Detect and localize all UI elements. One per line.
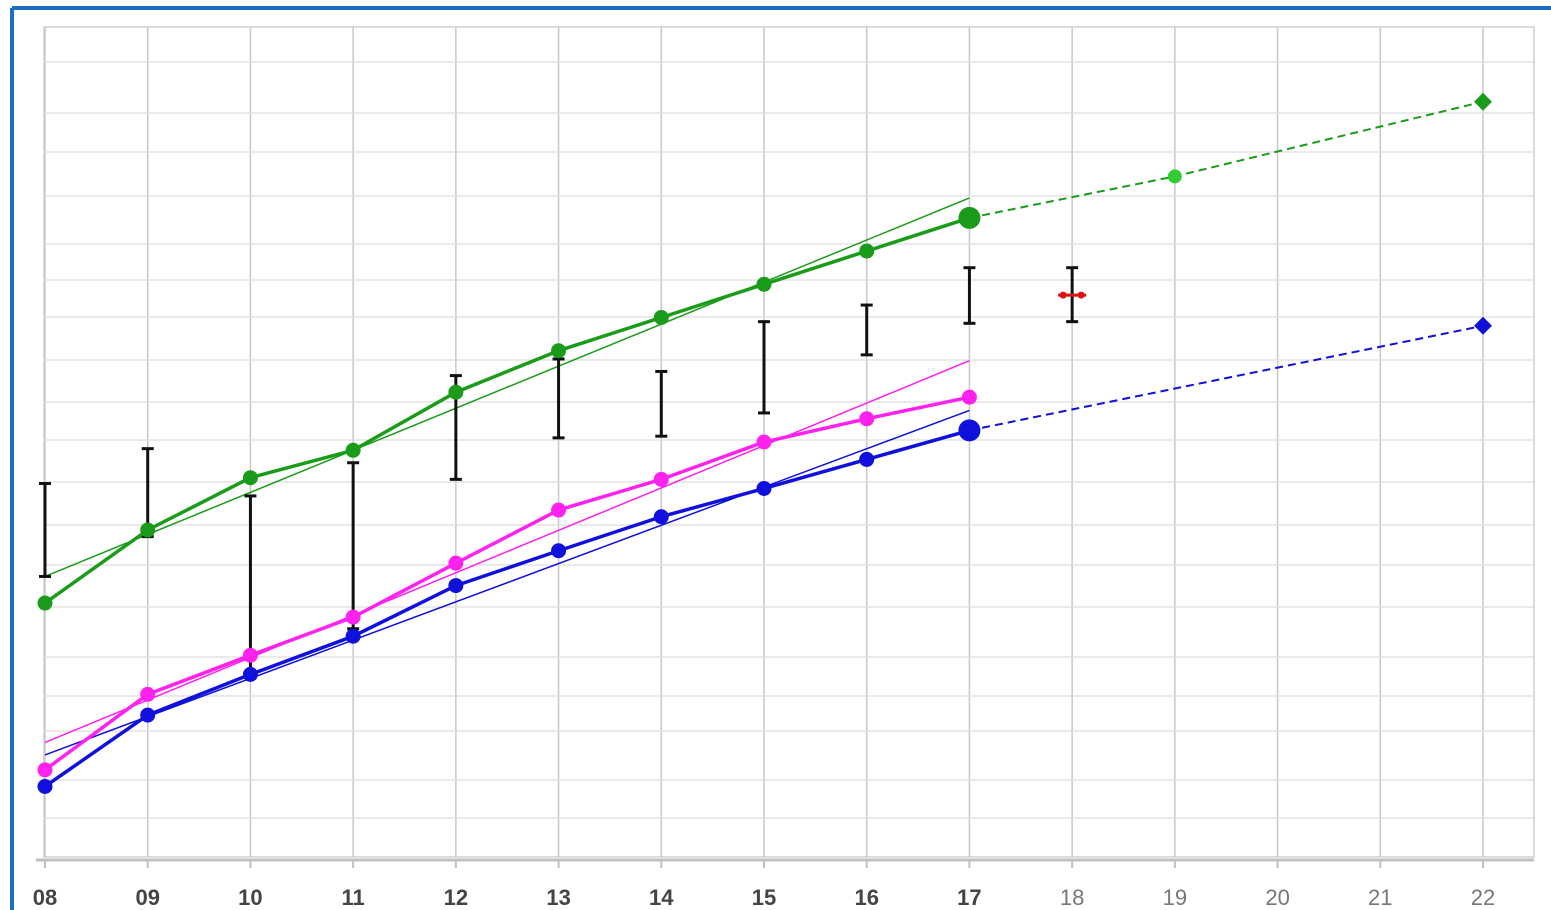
error-bar bbox=[552, 357, 565, 440]
x-tick-label: 09 bbox=[135, 885, 159, 910]
data-point-green bbox=[653, 310, 669, 325]
data-point-blue bbox=[37, 778, 53, 794]
data-point-green bbox=[345, 442, 361, 458]
projection-point bbox=[1167, 169, 1182, 184]
data-point-blue bbox=[958, 419, 981, 442]
trendlines bbox=[44, 197, 970, 756]
projection-line-blue bbox=[969, 324, 1484, 432]
data-point-magenta bbox=[859, 411, 875, 427]
data-point-blue bbox=[242, 666, 258, 682]
data-point-green bbox=[140, 522, 156, 538]
trendline-magenta bbox=[44, 359, 970, 744]
trendline-green bbox=[44, 197, 970, 578]
plot-area bbox=[43, 26, 1535, 858]
data-point-blue bbox=[448, 578, 464, 594]
data-point-green bbox=[551, 343, 567, 359]
x-tick-label: 08 bbox=[33, 885, 57, 910]
trendline-blue bbox=[44, 409, 970, 756]
data-point-green bbox=[37, 595, 53, 611]
series-line-blue bbox=[44, 428, 970, 788]
x-tick-label: 12 bbox=[444, 885, 468, 910]
data-point-blue bbox=[653, 509, 669, 525]
error-bar bbox=[655, 369, 668, 438]
series-line-magenta bbox=[43, 395, 970, 772]
x-tick-label: 14 bbox=[649, 885, 674, 910]
data-point-magenta bbox=[653, 471, 669, 487]
data-point-magenta bbox=[961, 389, 977, 405]
data-point-magenta bbox=[756, 434, 772, 450]
data-point-green bbox=[242, 470, 258, 486]
x-tick-label: 19 bbox=[1163, 885, 1187, 910]
x-tick-label: 16 bbox=[854, 885, 878, 910]
data-point-green bbox=[448, 384, 464, 400]
data-point-green bbox=[958, 206, 981, 229]
x-tick-labels: 08 09 10 11 12 13 14 15 16 17 18 19 20 21 22 bbox=[33, 885, 1495, 910]
data-point-magenta bbox=[345, 609, 361, 625]
data-point-blue bbox=[140, 707, 156, 723]
data-markers bbox=[37, 92, 1492, 794]
x-tick-label: 15 bbox=[752, 885, 776, 910]
x-tick-label: 20 bbox=[1265, 885, 1289, 910]
x-tick-label: 13 bbox=[546, 885, 570, 910]
red-marker-dot bbox=[1059, 291, 1067, 299]
x-tick-label: 10 bbox=[238, 885, 262, 910]
data-point-magenta bbox=[37, 762, 53, 778]
error-bar bbox=[758, 320, 770, 415]
data-point-green bbox=[859, 243, 875, 259]
x-tick-label: 11 bbox=[342, 885, 365, 910]
red-marker-dot bbox=[1077, 291, 1085, 299]
data-series bbox=[43, 100, 1484, 788]
x-tick-label: 22 bbox=[1471, 885, 1495, 910]
red-marker bbox=[1058, 291, 1087, 299]
error-bar bbox=[860, 303, 873, 357]
x-axis bbox=[36, 858, 1534, 868]
x-tick-label: 21 bbox=[1368, 885, 1392, 910]
series-line-green bbox=[43, 216, 970, 605]
projection-end-diamond bbox=[1474, 92, 1492, 111]
data-point-magenta bbox=[140, 686, 156, 702]
error-bar bbox=[39, 482, 51, 578]
x-tick-label: 17 bbox=[957, 885, 981, 910]
x-tick-label: 18 bbox=[1060, 885, 1084, 910]
data-point-blue bbox=[345, 628, 361, 644]
projection-end-diamond bbox=[1474, 316, 1492, 335]
error-bar bbox=[963, 266, 976, 325]
data-point-magenta bbox=[242, 647, 258, 663]
data-point-green bbox=[756, 276, 772, 292]
data-point-magenta bbox=[448, 555, 464, 571]
data-point-blue bbox=[551, 543, 567, 559]
data-point-magenta bbox=[551, 502, 567, 518]
data-point-blue bbox=[859, 451, 875, 467]
data-point-blue bbox=[756, 480, 772, 496]
